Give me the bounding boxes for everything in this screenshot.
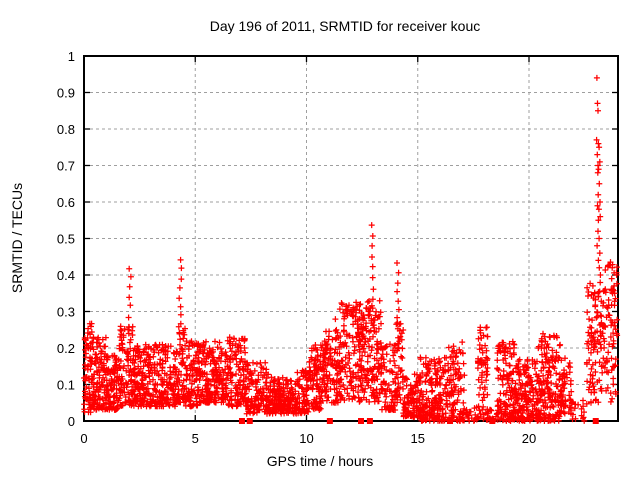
x-axis-label: GPS time / hours — [267, 453, 374, 469]
zero-axis-square — [447, 418, 454, 424]
zero-axis-square — [326, 418, 333, 424]
x-tick-label: 10 — [299, 431, 313, 446]
zero-axis-square — [489, 418, 496, 424]
y-tick-label: 0.2 — [57, 341, 75, 356]
y-tick-label: 0.4 — [57, 268, 75, 283]
zero-axis-square — [366, 418, 373, 424]
zero-axis-square — [246, 418, 253, 424]
x-tick-label: 20 — [522, 431, 536, 446]
y-tick-label: 0.3 — [57, 305, 75, 320]
y-tick-label: 0.9 — [57, 86, 75, 101]
y-tick-label: 0.8 — [57, 122, 75, 137]
x-tick-label: 5 — [192, 431, 199, 446]
x-tick-labels: 0 5 10 15 20 — [80, 431, 536, 446]
x-tick-label: 15 — [411, 431, 425, 446]
zero-axis-squares — [238, 418, 599, 424]
y-tick-label: 0.6 — [57, 195, 75, 210]
chart-title: Day 196 of 2011, SRMTID for receiver kou… — [210, 18, 481, 34]
y-tick-label: 0.5 — [57, 232, 75, 247]
scatter-points — [81, 74, 621, 424]
zero-axis-square — [238, 418, 245, 424]
y-tick-label: 0.7 — [57, 159, 75, 174]
y-tick-labels: 0 0.1 0.2 0.3 0.4 0.5 0.6 0.7 0.8 0.9 1 — [57, 49, 75, 429]
y-tick-label: 1 — [68, 49, 75, 64]
zero-axis-square — [358, 418, 365, 424]
y-tick-label: 0.1 — [57, 378, 75, 393]
x-tick-label: 0 — [80, 431, 87, 446]
y-tick-label: 0 — [68, 414, 75, 429]
zero-axis-square — [592, 418, 599, 424]
y-axis-label: SRMTID / TECUs — [9, 183, 25, 293]
